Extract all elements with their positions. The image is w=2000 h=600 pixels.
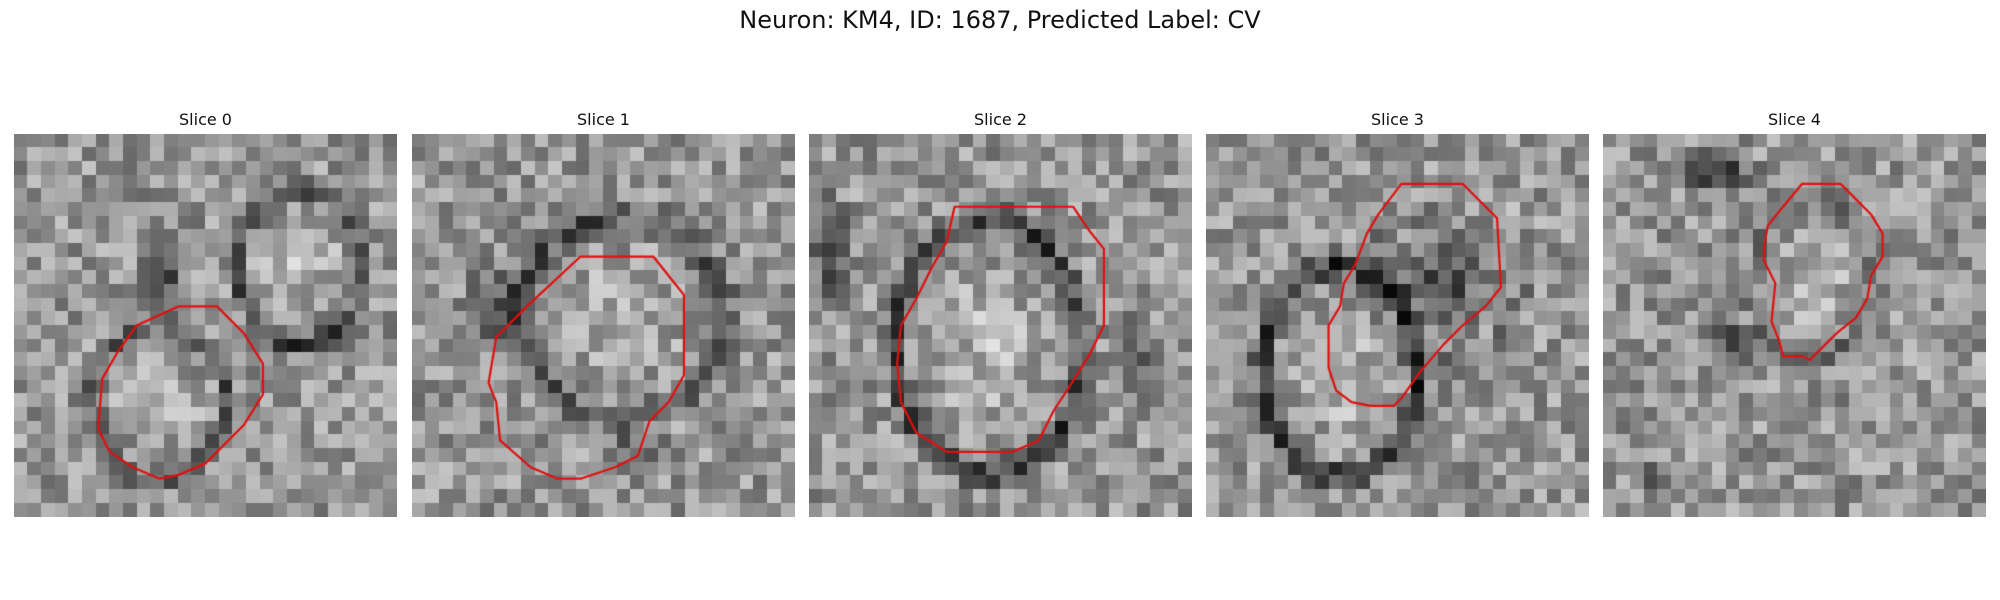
slice-panel-0: Slice 0 <box>14 106 397 517</box>
slice-title-3: Slice 3 <box>1371 110 1424 129</box>
slice-image-1 <box>412 134 795 517</box>
slice-panel-1: Slice 1 <box>412 106 795 517</box>
slice-image-4 <box>1603 134 1986 517</box>
slice-image-3 <box>1206 134 1589 517</box>
slice-title-2: Slice 2 <box>974 110 1027 129</box>
slice-title-4: Slice 4 <box>1768 110 1821 129</box>
slice-image-0 <box>14 134 397 517</box>
slice-title-1: Slice 1 <box>577 110 630 129</box>
slice-panel-4: Slice 4 <box>1603 106 1986 517</box>
slice-panel-3: Slice 3 <box>1206 106 1589 517</box>
figure-title: Neuron: KM4, ID: 1687, Predicted Label: … <box>739 6 1261 34</box>
slice-image-2 <box>809 134 1192 517</box>
slice-title-0: Slice 0 <box>179 110 232 129</box>
slice-panel-2: Slice 2 <box>809 106 1192 517</box>
